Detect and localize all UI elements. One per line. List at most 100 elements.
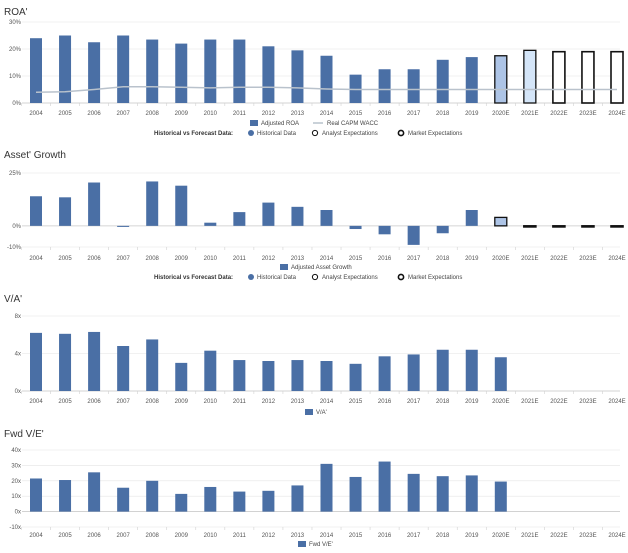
bar-va-2019 xyxy=(465,349,478,391)
y-tick-label: 30% xyxy=(9,20,22,26)
legend-swatch-asset-growth xyxy=(280,264,288,270)
roa-x-axis: 2004 2005 2006 2007 2008 2009 2010 2011 2012 2013… xyxy=(29,111,625,117)
x-tick-label: 2009 xyxy=(175,399,189,405)
legend-label-va: V/A' xyxy=(316,410,327,416)
y-tick-label: 10% xyxy=(9,74,22,80)
x-tick-label: 2011 xyxy=(233,399,247,405)
x-tick-label: 2024E xyxy=(608,256,625,262)
x-tick-label: 2016 xyxy=(378,256,392,262)
legend-label-fwdve: Fwd V/E' xyxy=(309,542,333,548)
va-chart: V/A' 0x 4x 8x 2004 2005 2006 2007 2008 2009 2010… xyxy=(4,294,626,416)
bar-va-2013 xyxy=(291,360,304,391)
growth-chart: Asset' Growth -10% 0% 25% 2004 2005 2006 2007… xyxy=(4,150,626,281)
bar-growth-2009 xyxy=(175,185,188,226)
x-tick-label: 2012 xyxy=(262,533,276,539)
bar-fwdve-2008 xyxy=(146,480,159,512)
legend-label-wacc: Real CAPM WACC xyxy=(327,121,379,127)
va-bars xyxy=(30,331,507,391)
bar-roa-2011 xyxy=(233,39,246,103)
x-tick-label: 2015 xyxy=(349,533,363,539)
x-tick-label: 2011 xyxy=(233,533,247,539)
growth-bars xyxy=(30,181,624,245)
forecast-legend-historical-2: Historical Data xyxy=(257,275,297,281)
x-tick-label: 2023E xyxy=(579,256,596,262)
forecast-legend-2: Historical vs Forecast Data: Historical … xyxy=(154,273,462,281)
x-tick-label: 2024E xyxy=(608,533,625,539)
x-tick-label: 2008 xyxy=(146,533,160,539)
x-tick-label: 2009 xyxy=(175,533,189,539)
bar-roa-2007 xyxy=(117,35,130,103)
y-tick-label: 40x xyxy=(11,448,21,454)
bar-va-2017 xyxy=(407,354,420,391)
y-tick-label: 0% xyxy=(12,101,21,107)
x-tick-label: 2010 xyxy=(204,111,218,117)
forecast-legend-market: Market Expectations xyxy=(408,131,462,137)
x-tick-label: 2010 xyxy=(204,256,218,262)
bar-growth-2023E xyxy=(581,225,595,228)
bar-roa-2012 xyxy=(262,46,275,103)
fwdve-legend: Fwd V/E' xyxy=(298,541,333,548)
x-tick-label: 2005 xyxy=(58,111,72,117)
x-tick-label: 2007 xyxy=(116,399,130,405)
growth-legend: Adjusted Asset Growth xyxy=(280,264,352,271)
legend-label-adjusted-roa: Adjusted ROA xyxy=(261,121,299,127)
x-tick-label: 2006 xyxy=(87,399,101,405)
va-legend: V/A' xyxy=(305,409,327,416)
x-tick-label: 2006 xyxy=(87,111,101,117)
bar-fwdve-2004 xyxy=(30,478,42,512)
y-tick-label: 20% xyxy=(9,47,22,53)
bar-growth-2006 xyxy=(88,182,101,226)
x-tick-label: 2018 xyxy=(436,399,450,405)
x-tick-label: 2007 xyxy=(116,256,130,262)
x-tick-label: 2021E xyxy=(521,256,538,262)
bar-va-2010 xyxy=(204,350,217,391)
bar-fwdve-2020E xyxy=(494,481,507,512)
x-tick-label: 2004 xyxy=(29,256,43,262)
x-tick-label: 2010 xyxy=(204,399,218,405)
x-tick-label: 2009 xyxy=(175,256,189,262)
x-tick-label: 2011 xyxy=(233,256,247,262)
market-ring-icon xyxy=(397,129,405,137)
fwdve-chart: Fwd V/E' -10x 0x 10x 20x 30x 40x 2004 2005 2006… xyxy=(4,429,626,548)
y-tick-label: 0% xyxy=(12,224,21,230)
x-tick-label: 2017 xyxy=(407,399,421,405)
x-tick-label: 2018 xyxy=(436,533,450,539)
va-title: V/A' xyxy=(4,294,22,305)
bar-growth-2022E xyxy=(552,225,566,228)
bar-growth-2012 xyxy=(262,202,275,226)
x-tick-label: 2018 xyxy=(436,111,450,117)
fwdve-title: Fwd V/E' xyxy=(4,429,44,440)
bar-fwdve-2015 xyxy=(349,476,362,512)
x-tick-label: 2004 xyxy=(29,111,43,117)
y-tick-label: 0x xyxy=(15,510,21,516)
x-tick-label: 2017 xyxy=(407,256,421,262)
bar-roa-2004 xyxy=(30,38,42,104)
x-tick-label: 2019 xyxy=(465,111,479,117)
bar-roa-2021E xyxy=(523,49,537,104)
x-tick-label: 2014 xyxy=(320,256,334,262)
bar-va-2014 xyxy=(320,361,333,391)
bar-roa-2022E xyxy=(552,50,566,104)
x-tick-label: 2006 xyxy=(87,533,101,539)
x-tick-label: 2015 xyxy=(349,256,363,262)
x-tick-label: 2022E xyxy=(550,399,567,405)
bar-va-2008 xyxy=(146,339,159,391)
bar-va-2004 xyxy=(30,332,42,391)
x-tick-label: 2007 xyxy=(116,533,130,539)
bar-fwdve-2018 xyxy=(436,476,449,512)
x-tick-label: 2016 xyxy=(378,399,392,405)
bar-growth-2024E xyxy=(610,225,624,228)
x-tick-label: 2022E xyxy=(550,533,567,539)
bar-roa-2017 xyxy=(407,69,420,103)
market-ring-icon-2 xyxy=(397,273,405,281)
bar-va-2015 xyxy=(349,363,362,391)
bar-roa-2006 xyxy=(88,42,101,103)
bar-fwdve-2011 xyxy=(233,491,246,512)
x-tick-label: 2021E xyxy=(521,399,538,405)
y-tick-label: 20x xyxy=(11,479,21,485)
analyst-ring-icon-2 xyxy=(311,273,319,281)
x-tick-label: 2013 xyxy=(291,256,305,262)
y-tick-label: 30x xyxy=(11,463,21,469)
x-tick-label: 2021E xyxy=(521,533,538,539)
